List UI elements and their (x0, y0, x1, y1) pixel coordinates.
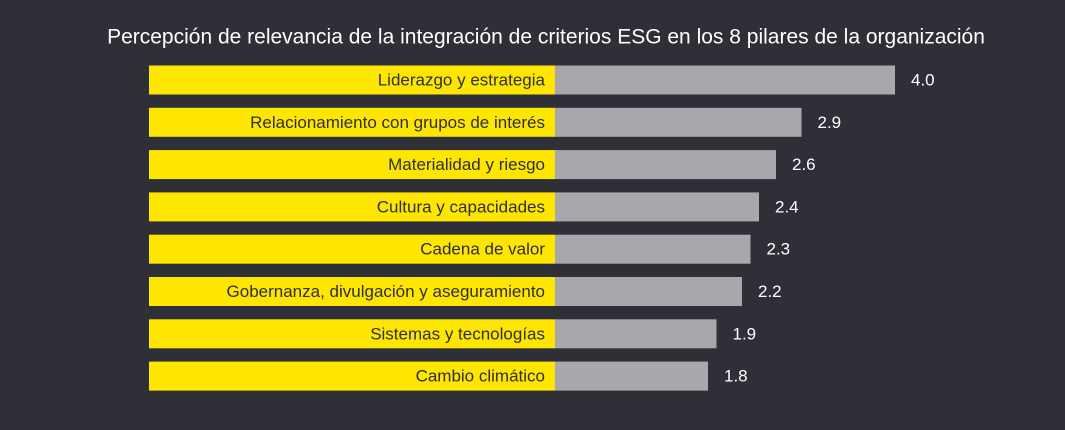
category-label: Cultura y capacidades (377, 197, 545, 216)
value-label: 2.4 (775, 197, 799, 216)
label-box (149, 361, 555, 391)
category-label: Sistemas y tecnologías (370, 324, 545, 343)
value-label: 4.0 (911, 70, 935, 89)
category-label: Gobernanza, divulgación y aseguramiento (227, 282, 545, 301)
category-label: Relacionamiento con grupos de interés (250, 113, 545, 132)
bar (555, 65, 895, 95)
bar (555, 150, 776, 180)
value-label: 2.2 (758, 282, 782, 301)
value-label: 2.6 (792, 155, 816, 174)
category-label: Liderazgo y estrategia (378, 70, 546, 89)
bar (555, 192, 759, 222)
value-label: 2.9 (818, 113, 842, 132)
label-box (149, 107, 555, 137)
value-label: 2.3 (767, 240, 791, 259)
bar (555, 107, 802, 137)
value-label: 1.8 (724, 367, 748, 386)
bar (555, 234, 751, 264)
label-box (149, 234, 555, 264)
label-box (149, 65, 555, 95)
label-box (149, 277, 555, 306)
bar (555, 361, 708, 391)
bar (555, 277, 742, 306)
category-label: Cambio climático (416, 367, 545, 386)
label-box (149, 319, 555, 349)
label-box (149, 150, 555, 180)
category-label: Cadena de valor (420, 240, 545, 259)
category-label: Materialidad y riesgo (388, 155, 545, 174)
chart-title: Percepción de relevancia de la integraci… (107, 26, 985, 49)
value-label: 1.9 (733, 324, 757, 343)
label-box (149, 192, 555, 222)
bar (555, 319, 717, 349)
